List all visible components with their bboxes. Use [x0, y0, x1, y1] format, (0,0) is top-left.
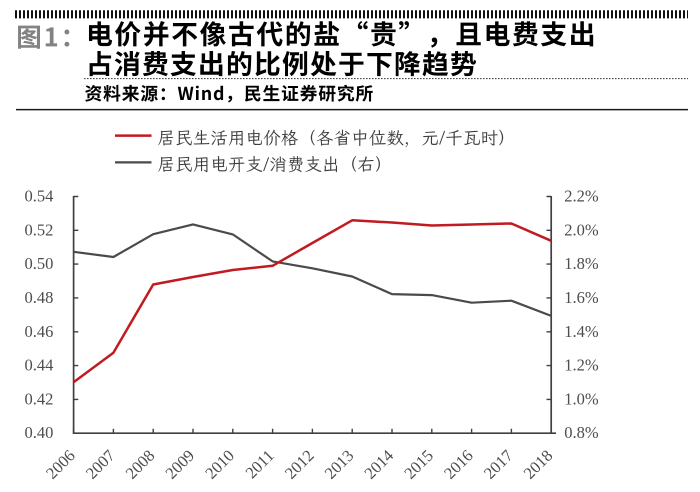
svg-text:0.52: 0.52: [25, 220, 54, 239]
svg-text:0.42: 0.42: [25, 389, 54, 408]
svg-text:0.50: 0.50: [25, 254, 54, 273]
svg-text:1.6%: 1.6%: [564, 288, 599, 307]
svg-text:2.2%: 2.2%: [564, 187, 599, 206]
svg-text:1.8%: 1.8%: [564, 254, 599, 273]
svg-text:0.8%: 0.8%: [564, 423, 599, 442]
svg-text:2.0%: 2.0%: [564, 220, 599, 239]
svg-text:0.40: 0.40: [25, 423, 54, 442]
svg-text:1.2%: 1.2%: [564, 356, 599, 375]
svg-text:0.46: 0.46: [25, 322, 54, 341]
svg-text:0.48: 0.48: [25, 288, 54, 307]
svg-text:1.0%: 1.0%: [564, 389, 599, 408]
svg-text:0.44: 0.44: [25, 356, 54, 375]
svg-text:0.54: 0.54: [25, 187, 54, 206]
svg-text:1.4%: 1.4%: [564, 322, 599, 341]
